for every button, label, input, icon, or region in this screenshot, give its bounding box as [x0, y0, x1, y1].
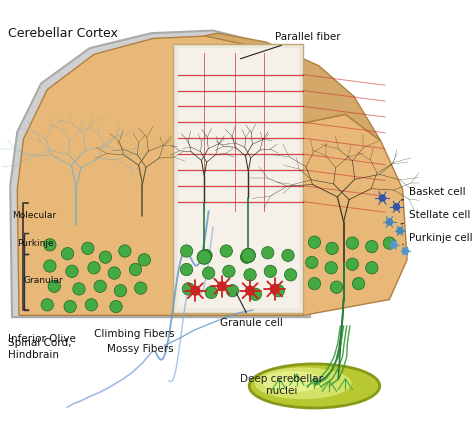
- Circle shape: [200, 249, 212, 262]
- Circle shape: [94, 280, 106, 293]
- Circle shape: [330, 281, 343, 293]
- Circle shape: [365, 262, 378, 274]
- Circle shape: [41, 299, 54, 311]
- Circle shape: [182, 283, 194, 295]
- Circle shape: [262, 247, 274, 259]
- Circle shape: [386, 219, 392, 225]
- Text: Basket cell: Basket cell: [401, 187, 465, 200]
- Circle shape: [352, 277, 365, 290]
- Circle shape: [205, 286, 218, 299]
- Circle shape: [379, 195, 385, 201]
- Text: Stellate cell: Stellate cell: [401, 211, 470, 224]
- Text: Molecular: Molecular: [12, 211, 56, 220]
- Polygon shape: [10, 31, 310, 317]
- Circle shape: [73, 283, 85, 295]
- Circle shape: [220, 245, 232, 257]
- Text: Cerebellar Cortex: Cerebellar Cortex: [9, 27, 118, 40]
- Text: Climbing Fibers: Climbing Fibers: [94, 329, 174, 339]
- Ellipse shape: [249, 364, 380, 408]
- Text: Spinal Cord,
Hindbrain: Spinal Cord, Hindbrain: [9, 338, 72, 360]
- Text: Mossy Fibers: Mossy Fibers: [107, 344, 174, 354]
- Circle shape: [108, 267, 120, 279]
- Polygon shape: [303, 114, 407, 315]
- Text: Granular: Granular: [23, 276, 63, 285]
- Circle shape: [191, 286, 200, 295]
- Circle shape: [223, 265, 235, 277]
- Circle shape: [44, 238, 56, 251]
- Text: Inferior Olive: Inferior Olive: [9, 334, 76, 344]
- Circle shape: [66, 265, 78, 277]
- Circle shape: [138, 254, 150, 266]
- Circle shape: [383, 237, 396, 249]
- Circle shape: [118, 245, 131, 257]
- Circle shape: [48, 280, 61, 293]
- Text: Deep cerebellar
nuclei: Deep cerebellar nuclei: [240, 374, 323, 396]
- Circle shape: [393, 204, 400, 210]
- Circle shape: [402, 248, 409, 254]
- Text: Purkinje: Purkinje: [17, 238, 54, 248]
- Circle shape: [365, 240, 378, 253]
- Circle shape: [129, 263, 142, 276]
- Circle shape: [308, 236, 320, 249]
- Circle shape: [246, 286, 255, 295]
- Circle shape: [270, 285, 279, 293]
- Circle shape: [346, 237, 358, 249]
- Circle shape: [181, 245, 193, 257]
- Circle shape: [391, 242, 397, 248]
- Polygon shape: [173, 44, 303, 313]
- Circle shape: [264, 265, 276, 277]
- Circle shape: [85, 299, 98, 311]
- Circle shape: [135, 282, 147, 294]
- Circle shape: [181, 263, 193, 276]
- Circle shape: [61, 248, 73, 260]
- Circle shape: [284, 269, 297, 281]
- Circle shape: [226, 285, 238, 297]
- Text: Purkinje cell: Purkinje cell: [403, 233, 473, 245]
- Text: Granule cell: Granule cell: [220, 293, 283, 328]
- Circle shape: [326, 242, 338, 255]
- Circle shape: [308, 277, 320, 290]
- Circle shape: [241, 249, 255, 262]
- Circle shape: [197, 250, 211, 264]
- Circle shape: [325, 262, 337, 274]
- Circle shape: [99, 251, 111, 263]
- Circle shape: [202, 267, 215, 279]
- Circle shape: [244, 269, 256, 281]
- Polygon shape: [178, 48, 300, 308]
- Circle shape: [114, 285, 127, 297]
- Circle shape: [397, 228, 403, 234]
- Polygon shape: [204, 33, 381, 141]
- Polygon shape: [17, 36, 303, 315]
- Circle shape: [306, 256, 318, 269]
- Circle shape: [64, 300, 76, 313]
- Circle shape: [110, 300, 122, 313]
- Ellipse shape: [255, 368, 352, 399]
- Circle shape: [44, 260, 56, 272]
- Circle shape: [346, 258, 358, 270]
- Circle shape: [82, 242, 94, 255]
- Circle shape: [218, 282, 226, 291]
- Circle shape: [240, 251, 253, 263]
- Circle shape: [272, 285, 284, 297]
- Text: Parallel fiber: Parallel fiber: [240, 32, 340, 59]
- Circle shape: [249, 288, 262, 300]
- Circle shape: [88, 262, 100, 274]
- Circle shape: [282, 249, 294, 262]
- Ellipse shape: [262, 371, 323, 392]
